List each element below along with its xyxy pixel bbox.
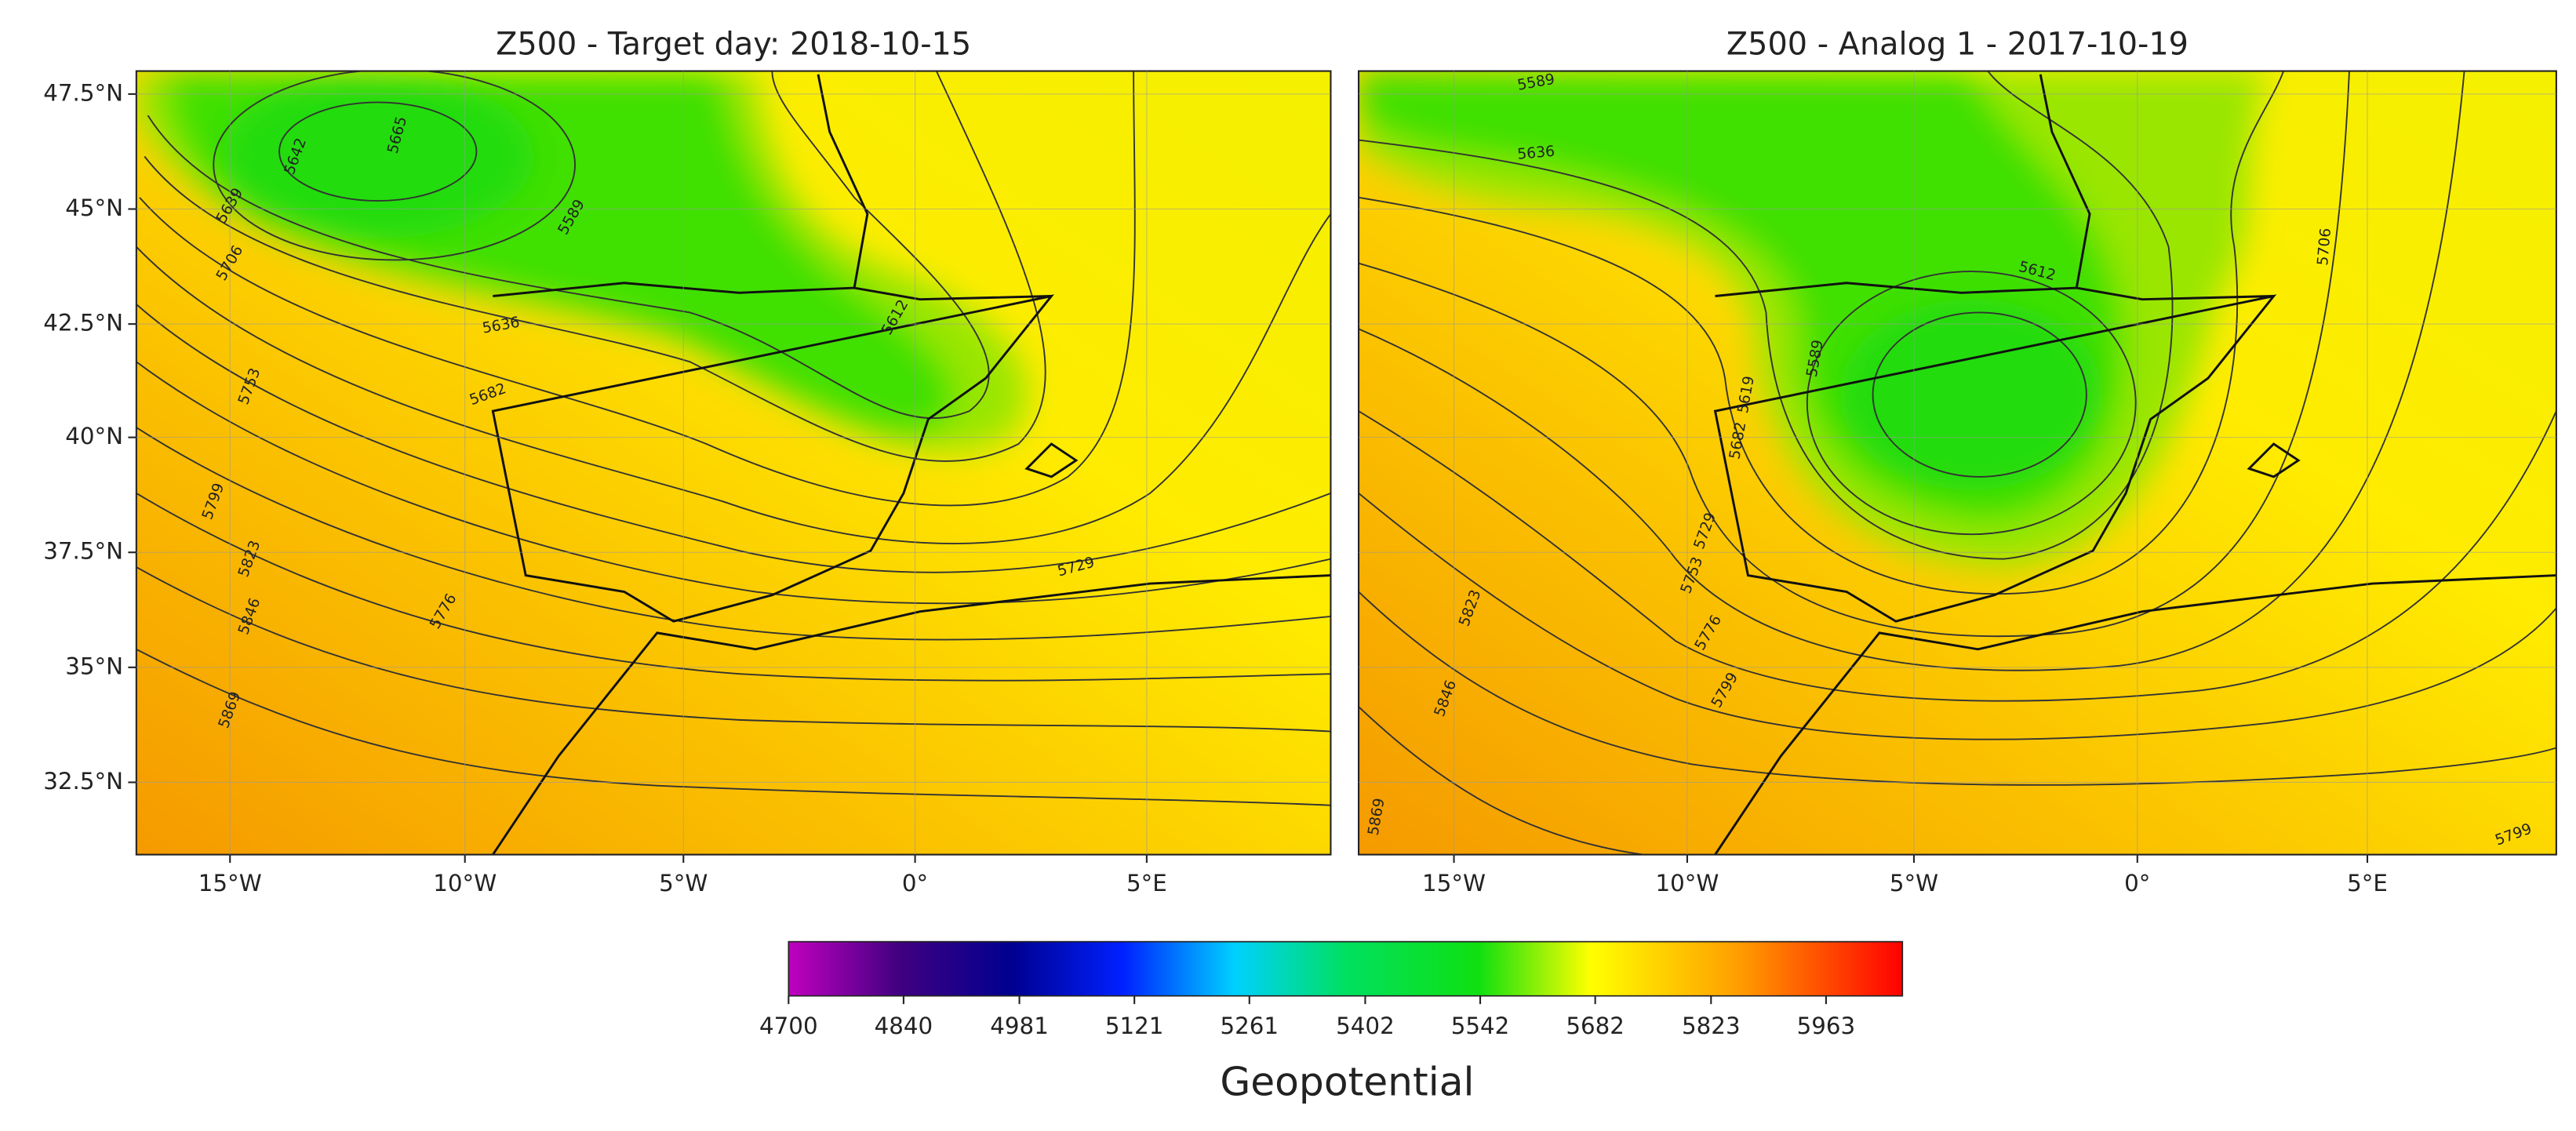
colorbar-tick-label: 5963	[1797, 1013, 1856, 1039]
contours	[1359, 71, 2556, 855]
colorbar	[788, 940, 1904, 997]
panel-title: Z500 - Analog 1 - 2017-10-19	[1726, 27, 2189, 63]
colorbar-tick-label: 5823	[1682, 1013, 1741, 1039]
colorbar-tick-label: 5121	[1105, 1013, 1164, 1039]
contour-label: 5706	[2315, 227, 2334, 267]
x-tick-label: 0°	[902, 870, 928, 896]
colorbar-tick-label: 5261	[1220, 1013, 1279, 1039]
x-tick-label: 5°W	[659, 870, 708, 896]
colorbar-tick-label: 5542	[1451, 1013, 1510, 1039]
x-tick-label: 15°W	[1422, 870, 1486, 896]
map-right	[1359, 71, 2556, 855]
coastlines	[491, 74, 1331, 855]
map-left	[136, 71, 1331, 855]
colorbar-label: Geopotential	[1220, 1058, 1474, 1104]
colorbar-tick-label: 4840	[875, 1013, 933, 1039]
panel-title: Z500 - Target day: 2018-10-15	[496, 27, 971, 63]
y-tick-label: 42.5°N	[43, 310, 123, 336]
x-tick-label: 0°	[2124, 870, 2150, 896]
y-tick-label: 45°N	[65, 195, 123, 221]
x-tick-label: 5°W	[1890, 870, 1938, 896]
frame	[1358, 70, 2557, 856]
x-tick-label: 15°W	[198, 870, 262, 896]
frame	[135, 70, 1332, 856]
x-tick-label: 10°W	[1655, 870, 1719, 896]
x-tick-label: 5°E	[2347, 870, 2388, 896]
contour-label: 5636	[1516, 144, 1555, 163]
colorbar-tick-label: 4981	[990, 1013, 1049, 1039]
y-tick-label: 35°N	[65, 653, 123, 679]
colorbar-tick-label: 4700	[759, 1013, 818, 1039]
y-tick-label: 40°N	[65, 423, 123, 449]
x-tick-label: 10°W	[433, 870, 497, 896]
colorbar-tick-label: 5402	[1336, 1013, 1395, 1039]
y-tick-label: 47.5°N	[43, 79, 123, 106]
colorbar-tick-label: 5682	[1566, 1013, 1625, 1039]
coastlines	[1713, 74, 2556, 855]
contours	[136, 71, 1331, 806]
y-tick-label: 32.5°N	[43, 768, 123, 795]
x-tick-label: 5°E	[1126, 870, 1167, 896]
y-tick-label: 37.5°N	[43, 538, 123, 565]
